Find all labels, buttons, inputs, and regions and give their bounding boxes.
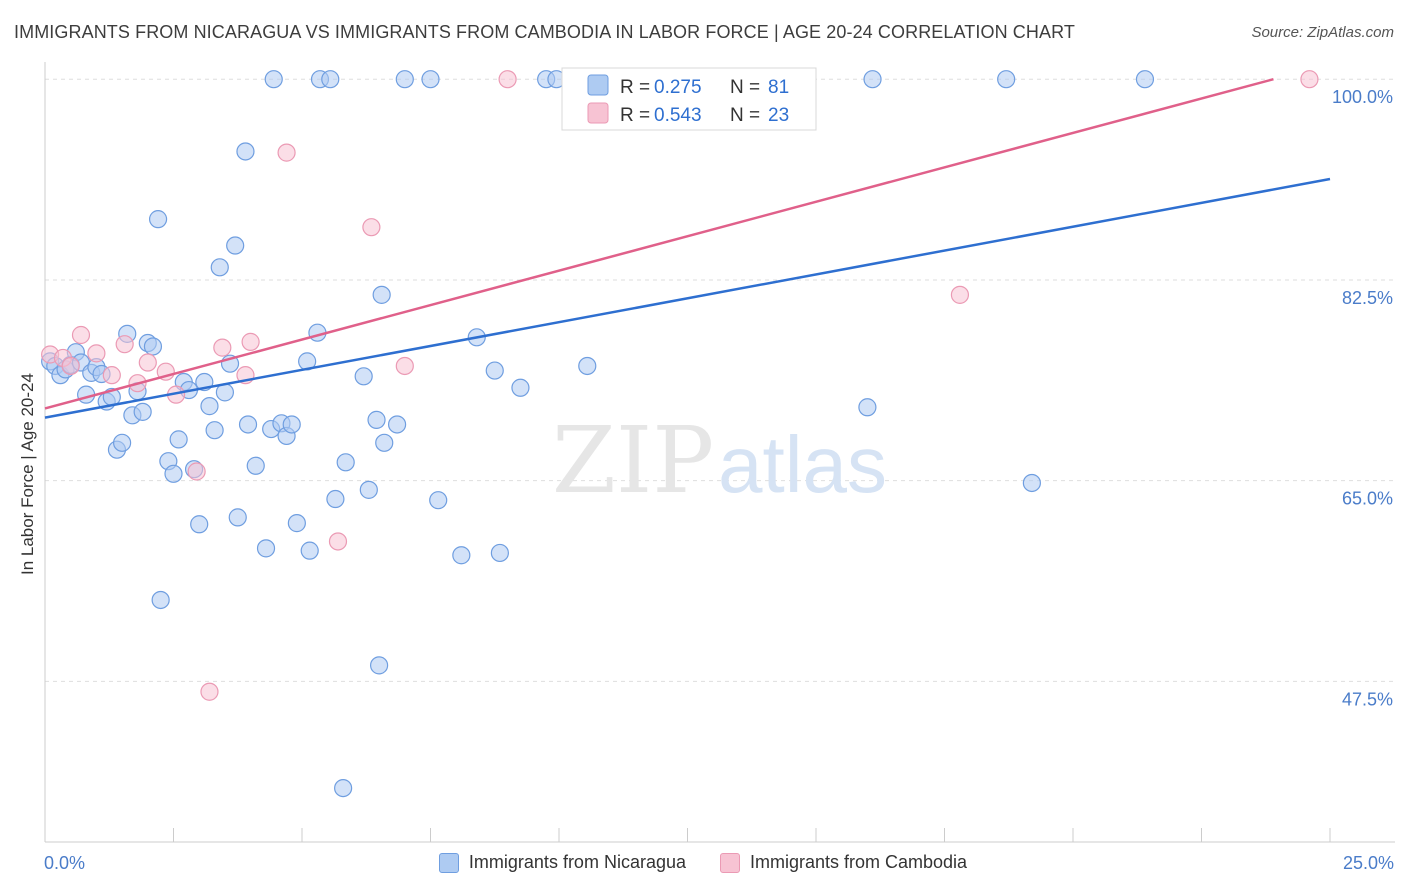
nicaragua-point-54 xyxy=(336,453,355,472)
y-tick-labels: 47.5% 65.0% 82.5% 100.0% xyxy=(1332,87,1393,709)
nicaragua-point-39 xyxy=(238,415,258,434)
nicaragua-point-33 xyxy=(210,258,229,277)
legend-item-cambodia: Immigrants from Cambodia xyxy=(720,852,967,873)
legend-swatch-icon xyxy=(720,852,740,873)
legend-r-label-2: R = xyxy=(620,105,650,126)
nicaragua-point-42 xyxy=(264,70,283,89)
nicaragua-point-76 xyxy=(858,398,877,417)
bottom-legend: Immigrants from Nicaragua Immigrants fro… xyxy=(0,852,1406,873)
nicaragua-point-56 xyxy=(354,367,373,386)
legend-swatch-nicaragua xyxy=(587,74,609,96)
watermark: ZIP atlas xyxy=(552,407,887,514)
nicaragua-trend-line xyxy=(44,177,1331,419)
nicaragua-point-79 xyxy=(1022,473,1041,493)
y-axis-label: In Labor Force | Age 20-24 xyxy=(18,373,37,575)
legend-box: R = 0.275 N = 81 R = 0.543 N = 23 xyxy=(561,67,817,131)
nicaragua-point-63 xyxy=(395,70,414,89)
cambodia-point-16 xyxy=(277,143,296,162)
legend-n-value-1: 81 xyxy=(768,77,789,98)
nicaragua-point-73 xyxy=(578,356,597,376)
cambodia-point-12 xyxy=(200,682,219,701)
legend-label-cambodia: Immigrants from Cambodia xyxy=(750,852,968,872)
cambodia-point-2 xyxy=(61,356,80,376)
cambodia-point-6 xyxy=(115,335,134,354)
cambodia-point-19 xyxy=(395,356,414,376)
nicaragua-point-61 xyxy=(375,433,394,452)
nicaragua-point-46 xyxy=(282,415,301,434)
nicaragua-point-62 xyxy=(387,415,407,434)
nicaragua-point-25 xyxy=(169,430,188,449)
nicaragua-point-14 xyxy=(112,433,132,452)
cambodia-point-22 xyxy=(1300,70,1319,89)
chart-title: IMMIGRANTS FROM NICARAGUA VS IMMIGRANTS … xyxy=(14,22,1075,42)
y-tick-label-0: 47.5% xyxy=(1342,689,1393,709)
legend-n-value-2: 23 xyxy=(768,105,789,126)
nicaragua-point-24 xyxy=(164,464,183,483)
cambodia-point-8 xyxy=(138,353,157,372)
watermark-atlas: atlas xyxy=(718,420,887,509)
cambodia-point-3 xyxy=(71,325,91,345)
cambodia-point-15 xyxy=(241,332,260,351)
cambodia-point-20 xyxy=(498,70,517,89)
nicaragua-point-18 xyxy=(133,402,152,421)
legend-r-label-1: R = xyxy=(620,77,650,98)
nicaragua-point-66 xyxy=(452,546,471,565)
x-tick-label-min: 0.0% xyxy=(44,853,86,873)
nicaragua-point-41 xyxy=(256,539,276,558)
cambodia-point-18 xyxy=(362,218,381,237)
nicaragua-point-78 xyxy=(997,70,1016,89)
nicaragua-point-47 xyxy=(287,514,306,533)
legend-r-value-1: 0.275 xyxy=(654,77,702,98)
legend-n-label-2: N = xyxy=(730,105,760,126)
nicaragua-point-69 xyxy=(490,543,509,563)
legend-n-label-1: N = xyxy=(730,77,760,98)
axes xyxy=(44,62,1395,843)
nicaragua-point-36 xyxy=(226,236,245,255)
y-tick-label-3: 100.0% xyxy=(1332,87,1393,107)
x-tick-label-max: 25.0% xyxy=(1342,853,1394,873)
nicaragua-point-31 xyxy=(200,397,219,416)
nicaragua-point-59 xyxy=(370,656,389,675)
nicaragua-point-55 xyxy=(334,778,353,798)
nicaragua-point-58 xyxy=(367,410,386,429)
nicaragua-point-49 xyxy=(300,541,319,560)
nicaragua-point-29 xyxy=(190,515,209,534)
nicaragua-point-53 xyxy=(326,489,345,509)
nicaragua-point-68 xyxy=(485,361,504,380)
cambodia-point-5 xyxy=(102,366,121,385)
nicaragua-point-37 xyxy=(228,508,247,527)
legend-label-nicaragua: Immigrants from Nicaragua xyxy=(468,852,686,872)
nicaragua-point-77 xyxy=(863,70,882,89)
nicaragua-point-38 xyxy=(236,142,255,161)
nicaragua-point-64 xyxy=(421,70,440,89)
legend-swatch-cambodia xyxy=(587,102,609,124)
source-credit: Source: ZipAtlas.com xyxy=(1251,24,1394,41)
nicaragua-point-60 xyxy=(372,285,391,304)
cambodia-point-21 xyxy=(950,285,970,304)
series-cambodia-points xyxy=(41,70,1319,701)
y-tick-label-2: 82.5% xyxy=(1342,288,1393,308)
nicaragua-point-65 xyxy=(429,491,448,510)
cambodia-point-13 xyxy=(213,338,232,357)
trend-lines xyxy=(44,77,1331,419)
nicaragua-point-21 xyxy=(148,210,168,229)
y-tick-label-1: 65.0% xyxy=(1342,489,1393,509)
nicaragua-point-40 xyxy=(246,456,265,475)
cambodia-point-4 xyxy=(87,344,106,363)
cambodia-point-17 xyxy=(328,532,348,551)
nicaragua-point-70 xyxy=(511,378,530,397)
watermark-zip: ZIP xyxy=(552,407,714,514)
nicaragua-point-52 xyxy=(321,70,340,89)
nicaragua-point-20 xyxy=(143,337,163,356)
legend-r-value-2: 0.543 xyxy=(654,105,702,126)
cambodia-point-11 xyxy=(187,462,206,481)
nicaragua-point-80 xyxy=(1135,70,1155,89)
nicaragua-point-32 xyxy=(205,421,224,440)
nicaragua-point-57 xyxy=(359,480,378,499)
nicaragua-point-22 xyxy=(151,590,170,610)
legend-item-nicaragua: Immigrants from Nicaragua xyxy=(438,852,686,873)
legend-swatch-icon xyxy=(438,852,459,873)
cambodia-trend-line xyxy=(44,77,1274,410)
